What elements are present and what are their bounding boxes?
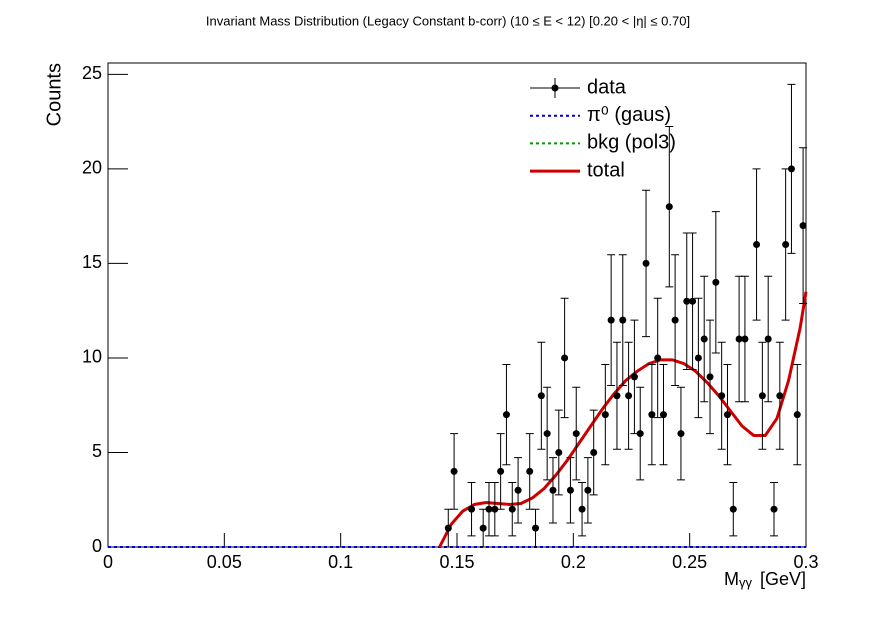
data-point xyxy=(689,297,697,305)
data-point xyxy=(642,259,650,267)
legend-symbol xyxy=(551,84,559,92)
y-tick-label: 10 xyxy=(82,347,102,367)
data-point xyxy=(479,524,487,532)
y-tick-label: 15 xyxy=(82,252,102,272)
data-point xyxy=(549,486,557,494)
data-point xyxy=(514,486,522,494)
data-point xyxy=(671,316,679,324)
data-point xyxy=(572,430,580,438)
data-point xyxy=(712,278,720,286)
data-point xyxy=(502,411,510,419)
data-point xyxy=(659,411,667,419)
x-tick-label: 0.05 xyxy=(207,552,242,572)
data-point xyxy=(764,335,772,343)
data-point xyxy=(654,354,662,362)
data-point xyxy=(741,335,749,343)
y-axis-label: Counts xyxy=(43,63,65,126)
data-point xyxy=(532,524,540,532)
data-point xyxy=(444,524,452,532)
y-tick-label: 5 xyxy=(92,441,102,461)
data-point xyxy=(776,392,784,400)
data-point xyxy=(694,354,702,362)
legend-label: total xyxy=(587,159,625,181)
x-label-base: M xyxy=(724,569,739,589)
legend-label: data xyxy=(587,76,627,98)
data-point xyxy=(578,505,586,513)
data-point xyxy=(566,486,574,494)
data-point xyxy=(625,392,633,400)
data-point xyxy=(700,335,708,343)
data-point xyxy=(613,392,621,400)
data-point xyxy=(787,165,795,173)
data-point xyxy=(555,448,563,456)
data-point xyxy=(584,486,592,494)
data-point xyxy=(561,354,569,362)
data-point xyxy=(706,373,714,381)
x-tick-label: 0.15 xyxy=(439,552,474,572)
x-axis-label: Mγγ [GeV] xyxy=(724,569,806,591)
data-point xyxy=(497,467,505,475)
data-point xyxy=(485,505,493,513)
x-tick-label: 0.25 xyxy=(672,552,707,572)
data-point xyxy=(753,241,761,248)
data-point xyxy=(758,392,766,400)
x-label-sub: γγ xyxy=(739,575,753,590)
data-point xyxy=(677,430,685,438)
legend-label: bkg (pol3) xyxy=(587,132,676,154)
y-tick-label: 0 xyxy=(92,536,102,556)
data-point xyxy=(770,505,778,513)
x-tick-label: 0.1 xyxy=(328,552,353,572)
x-tick-label: 0.3 xyxy=(793,552,818,572)
data-point xyxy=(782,241,790,248)
x-label-unit: [GeV] xyxy=(760,569,806,589)
data-point xyxy=(735,335,743,343)
data-point xyxy=(729,505,737,513)
data-point xyxy=(648,411,656,419)
data-point xyxy=(537,392,545,400)
data-point xyxy=(718,392,726,400)
data-point xyxy=(526,467,534,475)
data-point xyxy=(543,430,551,438)
data-point xyxy=(491,505,499,513)
y-tick-label: 20 xyxy=(82,158,102,178)
data-point xyxy=(601,411,609,419)
data-point xyxy=(590,448,598,456)
legend-label: π⁰ (gaus) xyxy=(587,104,671,126)
data-point xyxy=(636,430,644,438)
data-point xyxy=(665,203,673,211)
data-point xyxy=(630,373,638,381)
data-point xyxy=(619,316,627,324)
data-point xyxy=(723,411,731,419)
y-tick-label: 25 xyxy=(82,63,102,83)
data-point xyxy=(468,505,476,513)
data-point xyxy=(607,316,615,324)
x-tick-label: 0.2 xyxy=(561,552,586,572)
curve xyxy=(438,291,808,548)
data-point xyxy=(450,467,458,475)
chart-title: Invariant Mass Distribution (Legacy Cons… xyxy=(206,13,690,28)
data-point xyxy=(793,411,801,419)
data-point xyxy=(508,505,516,513)
x-tick-label: 0 xyxy=(103,552,113,572)
data-point xyxy=(799,222,807,230)
data-point xyxy=(683,297,691,305)
